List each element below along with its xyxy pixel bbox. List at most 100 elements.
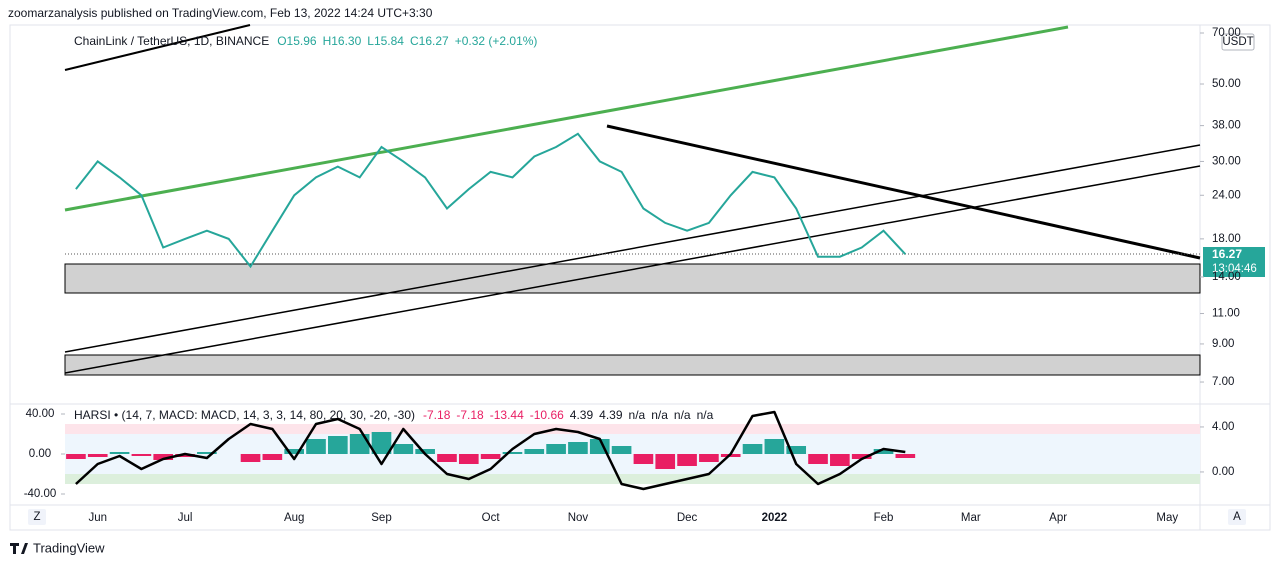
footer: TradingView xyxy=(33,540,105,555)
y-tick-label: 24.00 xyxy=(1212,189,1241,201)
ohlc-value: L15.84 xyxy=(367,34,404,48)
histogram-bar xyxy=(633,454,654,464)
x-tick-label: Aug xyxy=(284,512,304,524)
y-tick-label: 7.00 xyxy=(1212,376,1234,388)
y-tick-label: 50.00 xyxy=(1212,78,1241,90)
histogram-bar xyxy=(786,446,807,454)
x-tick-label: Mar xyxy=(961,512,981,524)
indicator-value: n/a xyxy=(651,408,668,422)
x-tick-label: Apr xyxy=(1049,512,1067,524)
histogram-bar xyxy=(328,436,348,454)
histogram-bar xyxy=(851,454,872,459)
indicator-value: 4.39 xyxy=(570,408,594,422)
trend-line xyxy=(64,144,1201,353)
auto-button[interactable] xyxy=(1228,509,1246,525)
support-zone xyxy=(64,354,1201,376)
histogram-bar xyxy=(524,449,545,454)
zoom-label: Z xyxy=(33,511,40,523)
histogram-bar xyxy=(109,452,130,454)
y-tick-label: 30.00 xyxy=(1212,155,1241,167)
indicator-legend: -7.18 -7.18 -13.44 -10.66 4.39 4.39 n/a n/a n/a n… xyxy=(423,408,714,422)
indicator-line xyxy=(75,410,906,491)
y-tick-label: 0.00 xyxy=(29,448,51,460)
x-tick-label: Sep xyxy=(371,512,391,524)
y-tick-label: 18.00 xyxy=(1212,233,1241,245)
histogram-bar xyxy=(197,452,217,454)
price-line xyxy=(75,132,907,269)
indicator-value: n/a xyxy=(697,408,714,422)
histogram-bar xyxy=(458,454,479,464)
histogram-bar xyxy=(175,454,195,457)
oversold-band xyxy=(65,474,1200,484)
trend-line xyxy=(64,25,1069,212)
x-tick-label: Jun xyxy=(88,512,107,524)
y-tick-label: 14.00 xyxy=(1212,271,1241,283)
histogram-bar xyxy=(873,449,894,454)
zoom-button[interactable] xyxy=(28,509,46,525)
logo xyxy=(10,543,28,554)
currency: USDT xyxy=(1222,36,1253,48)
y-tick-label: 70.00 xyxy=(1212,27,1241,39)
x-tick-label: Dec xyxy=(677,512,698,524)
x-tick-label: May xyxy=(1156,512,1178,524)
histogram-bar xyxy=(655,454,676,469)
indicator-title: HARSI • (14, 7, MACD: MACD, 14, 3, 3, 14… xyxy=(74,408,415,422)
histogram-bar xyxy=(808,454,828,464)
histogram-bar xyxy=(284,449,305,454)
countdown: 13:04:46 xyxy=(1212,263,1257,275)
histogram-bar xyxy=(240,454,261,462)
currency-badge[interactable] xyxy=(1221,33,1255,51)
y-tick-label: -40.00 xyxy=(24,488,57,500)
histogram-bar xyxy=(895,454,916,458)
y2-tick-label: 4.00 xyxy=(1212,421,1234,433)
x-tick-label: 2022 xyxy=(762,512,788,524)
histogram-bar xyxy=(742,444,763,454)
support-zone xyxy=(64,263,1201,294)
histogram-bar xyxy=(87,454,108,457)
y-tick-label: 40.00 xyxy=(26,408,55,420)
y-tick-label: 9.00 xyxy=(1212,338,1234,350)
auto-label: A xyxy=(1233,511,1241,523)
histogram-bar xyxy=(437,454,457,462)
histogram-bar xyxy=(611,446,632,454)
x-tick-label: Oct xyxy=(482,512,501,524)
histogram-bar xyxy=(546,444,566,454)
histogram-bar xyxy=(66,454,86,459)
trend-line xyxy=(606,124,1201,260)
histogram-bar xyxy=(677,454,697,466)
histogram-bar xyxy=(153,454,174,460)
histogram-bar xyxy=(480,454,501,459)
y2-tick-label: 0.00 xyxy=(1212,466,1234,478)
y-tick-label: 38.00 xyxy=(1212,120,1241,132)
indicator-value: n/a xyxy=(629,408,646,422)
histogram-bar xyxy=(349,434,370,454)
indicator-value: -7.18 xyxy=(456,408,484,422)
y-tick-label: 11.00 xyxy=(1212,308,1240,320)
histogram-bar xyxy=(502,452,523,454)
x-tick-label: Jul xyxy=(178,512,193,524)
histogram-bar xyxy=(262,454,283,460)
neutral-band xyxy=(65,434,1200,474)
histogram-bar xyxy=(306,439,326,454)
ohlc-value: H16.30 xyxy=(323,34,362,48)
histogram-bar xyxy=(131,454,152,456)
histogram-bar xyxy=(764,439,785,454)
histogram-bar xyxy=(415,449,435,454)
ohlc-value: O15.96 xyxy=(277,34,317,48)
ohlc-legend: O15.96 H16.30 L15.84 C16.27 +0.32 (+2.01%) xyxy=(277,34,537,48)
trend-line xyxy=(64,24,251,71)
histogram-bar xyxy=(699,454,719,462)
ohlc-value: C16.27 xyxy=(410,34,449,48)
header: zoomarzanalysis published on TradingView… xyxy=(8,6,433,20)
histogram-bar xyxy=(830,454,850,466)
price-badge xyxy=(1203,247,1265,277)
indicator-value: n/a xyxy=(674,408,691,422)
last-price: 16.27 xyxy=(1212,247,1242,261)
x-tick-label: Nov xyxy=(568,512,589,524)
histogram-bar xyxy=(568,442,588,454)
symbol: ChainLink / TetherUS, 1D, BINANCE xyxy=(74,34,269,48)
indicator-value: -10.66 xyxy=(530,408,564,422)
indicator-value: 4.39 xyxy=(599,408,623,422)
ohlc-value: +0.32 (+2.01%) xyxy=(455,34,538,48)
